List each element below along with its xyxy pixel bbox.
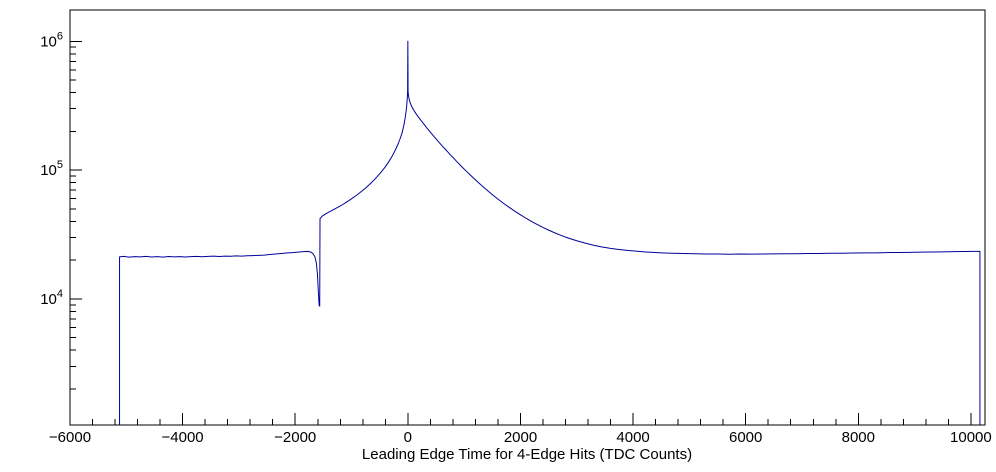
plot-frame (69, 9, 986, 426)
x-tick-label: 8000 (842, 429, 875, 446)
x-tick-label: −4000 (162, 429, 204, 446)
x-axis-title: Leading Edge Time for 4-Edge Hits (TDC C… (361, 446, 693, 463)
x-tick-label: −6000 (49, 429, 91, 446)
x-tick-label: 4000 (616, 429, 649, 446)
histogram-line (119, 40, 981, 425)
x-tick-label: −2000 (274, 429, 316, 446)
x-tick-label: 6000 (729, 429, 762, 446)
y-tick-label: 106 (40, 30, 63, 50)
x-tick-label: 10000 (950, 429, 992, 446)
x-tick-label: 2000 (504, 429, 537, 446)
x-tick-label: 0 (404, 429, 412, 446)
y-tick-label: 104 (40, 288, 63, 308)
y-tick-label: 105 (40, 159, 63, 179)
